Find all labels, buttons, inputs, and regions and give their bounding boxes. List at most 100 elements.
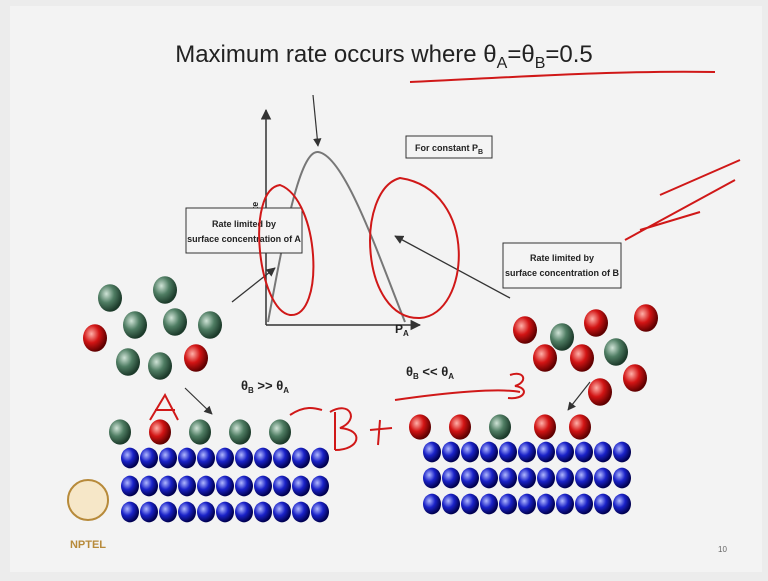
red-atom bbox=[623, 364, 647, 392]
substrate-atom bbox=[518, 494, 536, 515]
substrate-atom bbox=[140, 448, 158, 469]
substrate-atom bbox=[216, 502, 234, 523]
substrate-atom bbox=[216, 448, 234, 469]
right-box-line: surface concentration of B bbox=[505, 268, 620, 278]
left-box bbox=[186, 208, 302, 253]
substrate-atom bbox=[178, 476, 196, 497]
note-sub: B bbox=[478, 149, 483, 156]
substrate-atom bbox=[461, 442, 479, 463]
left-box-line: surface concentration of A bbox=[187, 234, 301, 244]
red-atom bbox=[588, 378, 612, 406]
title-text: =θ bbox=[507, 41, 534, 68]
substrate-atom bbox=[480, 442, 498, 463]
substrate-atom bbox=[178, 502, 196, 523]
green-atom bbox=[123, 311, 147, 339]
substrate-atom bbox=[273, 448, 291, 469]
substrate-atom bbox=[556, 442, 574, 463]
substrate-atom bbox=[480, 468, 498, 489]
red-atom bbox=[449, 414, 471, 439]
substrate-atom bbox=[197, 502, 215, 523]
green-atom bbox=[229, 419, 251, 444]
red-atom bbox=[513, 316, 537, 344]
substrate-atom bbox=[292, 502, 310, 523]
page-number: 10 bbox=[718, 545, 727, 554]
substrate-atom bbox=[613, 468, 631, 489]
green-atom bbox=[163, 308, 187, 336]
left-box-line: Rate limited by bbox=[212, 219, 276, 229]
substrate-atom bbox=[442, 494, 460, 515]
red-atom bbox=[534, 414, 556, 439]
red-atom bbox=[569, 414, 591, 439]
substrate-atom bbox=[311, 502, 329, 523]
substrate-atom bbox=[442, 442, 460, 463]
substrate-atom bbox=[197, 448, 215, 469]
red-atom bbox=[634, 304, 658, 332]
substrate-atom bbox=[461, 468, 479, 489]
substrate-atom bbox=[140, 476, 158, 497]
green-atom bbox=[550, 323, 574, 351]
relation-text: θ bbox=[406, 364, 413, 379]
substrate-atom bbox=[575, 442, 593, 463]
substrate-atom bbox=[594, 494, 612, 515]
substrate-atom bbox=[594, 468, 612, 489]
substrate-atom bbox=[518, 442, 536, 463]
substrate-atom bbox=[423, 442, 441, 463]
substrate-atom bbox=[499, 494, 517, 515]
red-atom bbox=[149, 419, 171, 444]
substrate-atom bbox=[197, 476, 215, 497]
red-atom bbox=[584, 309, 608, 337]
substrate-atom bbox=[273, 502, 291, 523]
substrate-atom bbox=[273, 476, 291, 497]
substrate-atom bbox=[499, 468, 517, 489]
green-atom bbox=[604, 338, 628, 366]
substrate-atom bbox=[480, 494, 498, 515]
red-atom bbox=[184, 344, 208, 372]
right-box-line: Rate limited by bbox=[530, 253, 594, 263]
green-atom bbox=[148, 352, 172, 380]
relation-sub: A bbox=[283, 386, 289, 395]
substrate-atom bbox=[235, 448, 253, 469]
red-atom bbox=[83, 324, 107, 352]
slide-title: Maximum rate occurs where θA=θB=0.5 bbox=[175, 41, 593, 72]
logo-text: NPTEL bbox=[70, 539, 106, 551]
substrate-atom bbox=[613, 442, 631, 463]
substrate-atom bbox=[292, 476, 310, 497]
green-atom bbox=[153, 276, 177, 304]
substrate-atom bbox=[423, 468, 441, 489]
relation-text: >> θ bbox=[254, 378, 283, 393]
substrate-atom bbox=[537, 468, 555, 489]
title-text: =0.5 bbox=[545, 41, 592, 68]
slide: Maximum rate occurs where θA=θB=0.5 rate… bbox=[0, 0, 768, 581]
green-atom bbox=[98, 284, 122, 312]
red-atom bbox=[409, 414, 431, 439]
green-atom bbox=[269, 419, 291, 444]
title-sub: B bbox=[535, 55, 546, 72]
substrate-atom bbox=[499, 442, 517, 463]
substrate-atom bbox=[594, 442, 612, 463]
substrate-atom bbox=[216, 476, 234, 497]
substrate-atom bbox=[121, 448, 139, 469]
substrate-atom bbox=[254, 448, 272, 469]
substrate-atom bbox=[556, 468, 574, 489]
substrate-atom bbox=[292, 448, 310, 469]
substrate-atom bbox=[121, 502, 139, 523]
substrate-atom bbox=[235, 476, 253, 497]
substrate-atom bbox=[423, 494, 441, 515]
substrate-atom bbox=[254, 476, 272, 497]
substrate-atom bbox=[311, 448, 329, 469]
substrate-atom bbox=[442, 468, 460, 489]
green-atom bbox=[489, 414, 511, 439]
substrate-atom bbox=[235, 502, 253, 523]
substrate-atom bbox=[254, 502, 272, 523]
substrate-atom bbox=[140, 502, 158, 523]
green-atom bbox=[109, 419, 131, 444]
substrate-atom bbox=[575, 468, 593, 489]
relation-text: << θ bbox=[419, 364, 448, 379]
title-text: Maximum rate occurs where θ bbox=[175, 41, 496, 68]
substrate-atom bbox=[178, 448, 196, 469]
relation-sub: A bbox=[448, 372, 454, 381]
green-atom bbox=[198, 311, 222, 339]
x-label-sub: A bbox=[403, 329, 409, 338]
right-box bbox=[503, 243, 621, 288]
red-atom bbox=[570, 344, 594, 372]
